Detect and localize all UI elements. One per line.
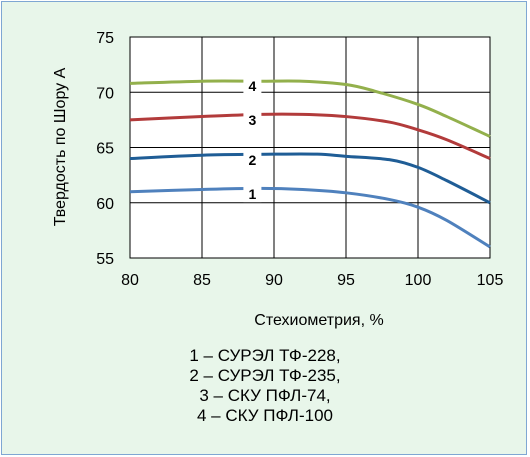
series-label-bg-4 bbox=[243, 75, 262, 94]
series-labels: 1 2 3 4 bbox=[243, 75, 262, 203]
x-tick-label-2: 90 bbox=[265, 272, 283, 289]
series-label-bg-2 bbox=[243, 149, 262, 168]
series-label-3: 3 bbox=[249, 112, 257, 128]
x-axis-label: Стехиометрия, % bbox=[254, 312, 383, 329]
y-tick-label-4: 75 bbox=[96, 30, 114, 47]
series-line-3 bbox=[129, 112, 491, 160]
legend-item-4: 4 – СКУ ПФЛ-100 bbox=[196, 406, 333, 425]
y-axis-label: Твердость по Шору А bbox=[52, 67, 69, 226]
series-label-bg-3 bbox=[243, 110, 262, 129]
x-tick-label-3: 95 bbox=[337, 272, 355, 289]
series-label-4: 4 bbox=[249, 78, 257, 94]
legend-item-2: 2 – СУРЭЛ ТФ-235, bbox=[189, 366, 341, 385]
y-tick-label-3: 70 bbox=[96, 85, 114, 102]
legend-item-3: 3 – СКУ ПФЛ-74, bbox=[199, 386, 331, 405]
y-tick-label-1: 60 bbox=[96, 196, 114, 213]
y-tick-label-0: 55 bbox=[96, 251, 114, 268]
series-line-4 bbox=[129, 79, 491, 138]
series-label-bg-1 bbox=[243, 184, 262, 203]
x-tick-label-5: 105 bbox=[477, 272, 504, 289]
y-tick-label-2: 65 bbox=[96, 141, 114, 158]
x-tick-label-1: 85 bbox=[193, 272, 211, 289]
legend-item-1: 1 – СУРЭЛ ТФ-228, bbox=[189, 346, 341, 365]
x-tick-labels: 80 85 90 95 100 105 bbox=[121, 272, 503, 289]
x-tick-label-0: 80 bbox=[121, 272, 139, 289]
series-lines bbox=[129, 79, 491, 249]
x-tick-label-4: 100 bbox=[405, 272, 432, 289]
series-line-2 bbox=[129, 152, 491, 205]
series-label-2: 2 bbox=[249, 152, 257, 168]
series-line-1 bbox=[129, 186, 491, 249]
y-tick-labels: 55 60 65 70 75 bbox=[96, 30, 114, 268]
series-label-1: 1 bbox=[249, 186, 257, 202]
grid bbox=[129, 36, 491, 259]
